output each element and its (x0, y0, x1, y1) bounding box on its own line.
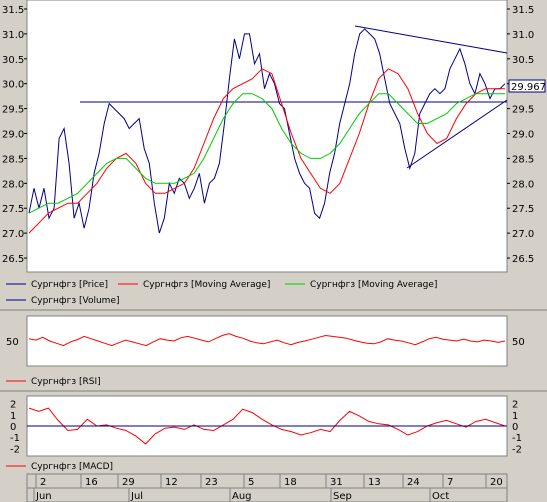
x-day-label: 5 (248, 477, 254, 488)
x-month-label: Sep (333, 491, 352, 502)
y-tick-label: 30.5 (2, 55, 24, 66)
lower-trendline (406, 99, 508, 169)
y-tick-label: 28.0 (2, 179, 24, 190)
x-day-label: 7 (447, 477, 453, 488)
rsi-tick-label: 50 (6, 337, 19, 348)
legend-ma-red: Сургнфгз [Moving Average] (143, 280, 270, 290)
x-day-label: 13 (368, 477, 381, 488)
x-month-label: Aug (232, 491, 252, 502)
macd-tick-label: 0 (10, 422, 16, 433)
x-day-label: 16 (85, 477, 98, 488)
x-day-label: 20 (490, 477, 503, 488)
series-line-2 (28, 93, 505, 214)
y-tick-label: 29.5 (2, 105, 24, 116)
y-tick-label: 27.0 (2, 229, 24, 240)
y-tick-label: 27.5 (2, 204, 24, 215)
x-day-label: 12 (165, 477, 178, 488)
y-tick-label: 27.0 (512, 229, 534, 240)
y-tick-label: 28.5 (512, 154, 534, 165)
y-tick-label: 28.5 (2, 154, 24, 165)
upper-trendline (354, 25, 508, 54)
y-tick-label: 29.0 (2, 130, 24, 141)
y-tick-label: 31.0 (512, 30, 534, 41)
x-day-label: 2 (40, 477, 46, 488)
series-line-0 (28, 407, 506, 445)
y-tick-label: 30.0 (2, 80, 24, 91)
macd-tick-label: 2 (10, 400, 16, 411)
legend-volume: Сургнфгз [Volume] (31, 296, 120, 306)
x-month-label: Oct (432, 491, 449, 502)
series-line-0 (28, 28, 506, 234)
rsi-legend: Сургнфгз [RSI] (6, 377, 101, 387)
y-tick-label: 29.5 (512, 105, 534, 116)
x-day-label: 24 (407, 477, 420, 488)
rsi-tick-label: 50 (512, 337, 525, 348)
price-series (28, 28, 506, 234)
macd-tick-label: 0 (512, 422, 518, 433)
y-tick-label: 26.5 (512, 254, 534, 265)
legend-price: Сургнфгз [Price] (31, 280, 108, 290)
macd-tick-label: -2 (512, 444, 522, 455)
rsi-series (28, 333, 506, 347)
x-month-label: Jul (130, 491, 143, 502)
macd-tick-label: 1 (10, 411, 16, 422)
macd-tick-label: -1 (10, 433, 20, 444)
y-tick-label: 28.0 (512, 179, 534, 190)
y-tick-label: 26.5 (2, 254, 24, 265)
legend-rsi: Сургнфгз [RSI] (31, 377, 101, 387)
macd-legend: Сургнфгз [MACD] (6, 462, 113, 472)
macd-series (27, 407, 507, 445)
macd-tick-label: -1 (512, 433, 522, 444)
macd-y-axis: 2 21 10 0-1 -1-2 -2 (10, 400, 522, 456)
last-value-badge (508, 79, 546, 93)
trendlines (80, 25, 508, 169)
legend-ma-green: Сургнфгз [Moving Average] (310, 280, 437, 290)
price-plot-area[interactable] (26, 0, 508, 273)
rsi-plot-area[interactable] (26, 315, 508, 367)
x-month-label: Jun (35, 491, 52, 502)
series-line-0 (28, 333, 506, 347)
y-tick-label: 29.0 (512, 130, 534, 141)
rsi-y-axis: 50 50 (6, 337, 525, 348)
x-day-label: 31 (330, 477, 343, 488)
y-tick-label: 27.5 (512, 204, 534, 215)
y-tick-label: 31.5 (2, 5, 24, 16)
y-tick-label: 31.0 (2, 30, 24, 41)
y-tick-label: 31.5 (512, 5, 534, 16)
y-tick-label: 30.5 (512, 55, 534, 66)
series-line-1 (28, 68, 505, 234)
x-day-label: 23 (205, 477, 218, 488)
x-day-label: 18 (284, 477, 297, 488)
macd-tick-label: 2 (512, 400, 518, 411)
price-legend: Сургнфгз [Price] Сургнфгз [Moving Averag… (6, 280, 437, 306)
last-value-label: 29.967 (511, 82, 546, 93)
x-axis: 2 16 29 12 23 5 18 31 13 24 7 20 Jun Jul Aug Sep Oct (33, 474, 503, 502)
macd-tick-label: -2 (10, 444, 20, 455)
legend-macd: Сургнфгз [MACD] (31, 462, 113, 472)
macd-tick-label: 1 (512, 411, 518, 422)
price-y-axis-left: 26.5 27.0 27.5 28.0 28.5 29.0 29.5 30.0 30.5 31.0… (2, 5, 27, 265)
x-day-label: 29 (122, 477, 135, 488)
